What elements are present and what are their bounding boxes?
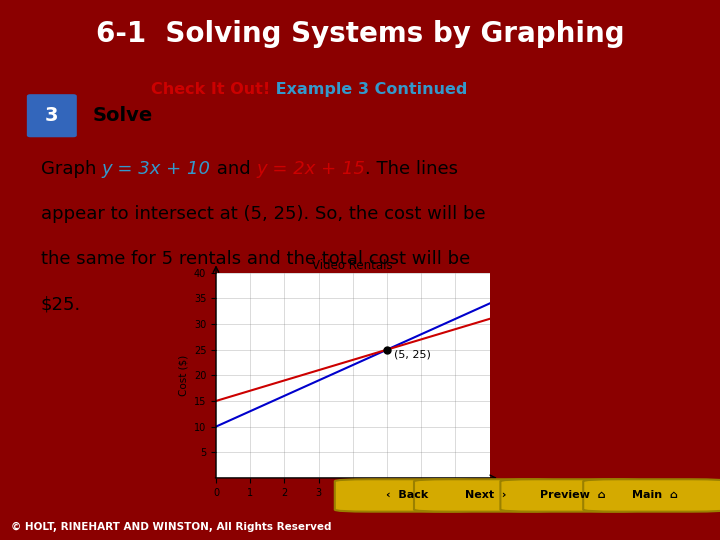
Title: Video Rentals: Video Rentals bbox=[312, 259, 393, 272]
X-axis label: Movies: Movies bbox=[335, 503, 371, 513]
FancyBboxPatch shape bbox=[414, 480, 558, 512]
FancyBboxPatch shape bbox=[583, 480, 720, 512]
Text: Preview  ⌂: Preview ⌂ bbox=[539, 490, 606, 501]
FancyBboxPatch shape bbox=[335, 480, 479, 512]
Text: Main  ⌂: Main ⌂ bbox=[632, 490, 678, 501]
Y-axis label: Cost ($): Cost ($) bbox=[179, 355, 188, 396]
Text: and: and bbox=[211, 160, 256, 178]
FancyBboxPatch shape bbox=[500, 480, 644, 512]
Text: the same for 5 rentals and the total cost will be: the same for 5 rentals and the total cos… bbox=[41, 250, 470, 268]
Text: ‹  Back: ‹ Back bbox=[386, 490, 428, 501]
Text: . The lines: . The lines bbox=[365, 160, 458, 178]
Text: (5, 25): (5, 25) bbox=[394, 349, 431, 359]
Text: Next  ›: Next › bbox=[465, 490, 507, 501]
Text: y = 3x + 10: y = 3x + 10 bbox=[102, 160, 211, 178]
Text: Example 3 Continued: Example 3 Continued bbox=[270, 82, 467, 97]
FancyBboxPatch shape bbox=[27, 94, 77, 137]
Text: y = 2x + 15: y = 2x + 15 bbox=[256, 160, 365, 178]
Text: 6-1  Solving Systems by Graphing: 6-1 Solving Systems by Graphing bbox=[96, 20, 624, 48]
Text: 3: 3 bbox=[45, 106, 58, 125]
Text: Graph: Graph bbox=[41, 160, 102, 178]
Text: $25.: $25. bbox=[41, 295, 81, 313]
Text: appear to intersect at (5, 25). So, the cost will be: appear to intersect at (5, 25). So, the … bbox=[41, 205, 485, 223]
Text: Check It Out!: Check It Out! bbox=[150, 82, 270, 97]
Text: Solve: Solve bbox=[93, 106, 153, 125]
Text: © HOLT, RINEHART AND WINSTON, All Rights Reserved: © HOLT, RINEHART AND WINSTON, All Rights… bbox=[11, 522, 331, 532]
